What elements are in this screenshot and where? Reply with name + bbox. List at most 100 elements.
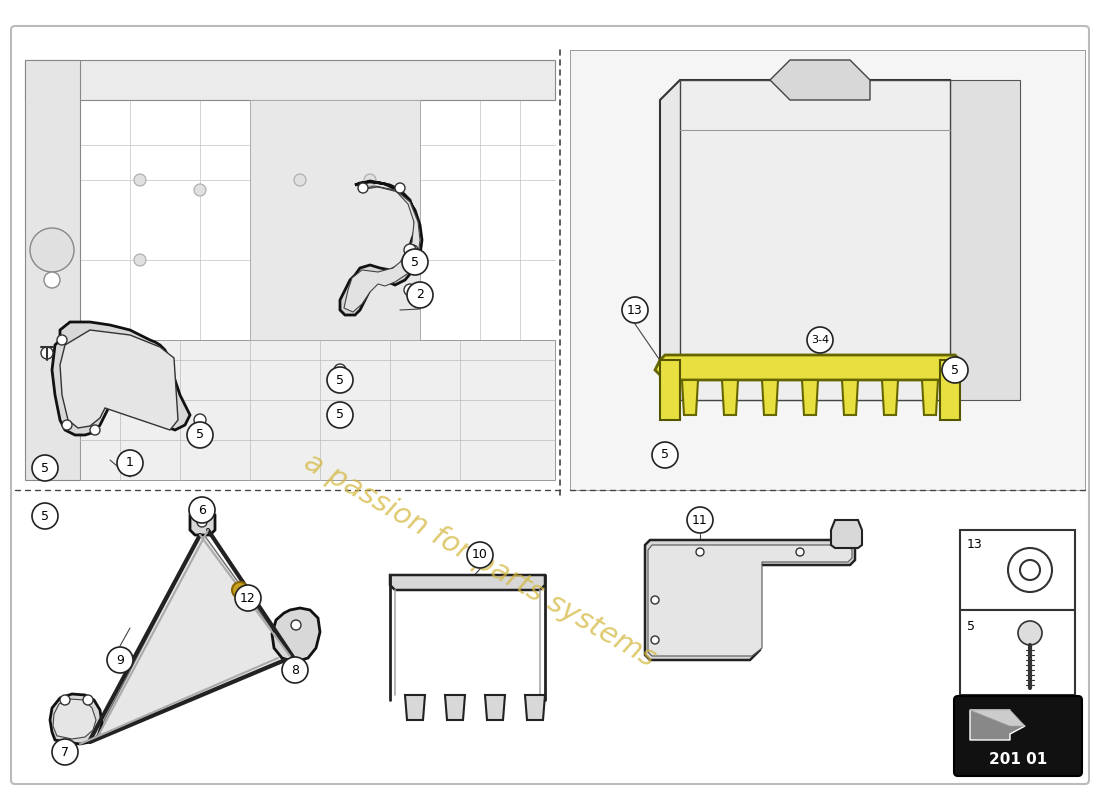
Polygon shape	[25, 60, 80, 480]
Circle shape	[189, 497, 214, 523]
FancyBboxPatch shape	[11, 26, 1089, 784]
Circle shape	[60, 695, 70, 705]
Polygon shape	[802, 380, 818, 415]
Circle shape	[796, 548, 804, 556]
Text: 1: 1	[126, 457, 134, 470]
Polygon shape	[272, 608, 320, 662]
Circle shape	[32, 503, 58, 529]
Polygon shape	[525, 695, 544, 720]
Circle shape	[232, 582, 248, 598]
Circle shape	[62, 420, 72, 430]
Polygon shape	[940, 360, 960, 420]
Polygon shape	[842, 380, 858, 415]
Polygon shape	[250, 100, 420, 340]
Polygon shape	[682, 380, 698, 415]
Polygon shape	[648, 545, 852, 656]
Circle shape	[651, 636, 659, 644]
Text: 8: 8	[292, 663, 299, 677]
Polygon shape	[390, 575, 544, 590]
Text: 5: 5	[336, 409, 344, 422]
Text: 10: 10	[472, 549, 488, 562]
Circle shape	[942, 357, 968, 383]
Circle shape	[621, 297, 648, 323]
Circle shape	[32, 455, 58, 481]
Circle shape	[90, 425, 100, 435]
Circle shape	[408, 245, 418, 255]
Circle shape	[187, 422, 213, 448]
Text: 3-4: 3-4	[811, 335, 829, 345]
Circle shape	[52, 739, 78, 765]
Circle shape	[327, 367, 353, 393]
Circle shape	[1008, 548, 1052, 592]
Polygon shape	[770, 60, 870, 100]
Circle shape	[194, 414, 206, 426]
Text: 5: 5	[336, 374, 344, 386]
Polygon shape	[762, 380, 778, 415]
Circle shape	[334, 404, 346, 416]
Bar	[960, 610, 1075, 695]
Circle shape	[364, 174, 376, 186]
Text: 2: 2	[416, 289, 424, 302]
Polygon shape	[88, 532, 293, 740]
Circle shape	[468, 542, 493, 568]
Circle shape	[235, 585, 261, 611]
Polygon shape	[80, 340, 556, 480]
Polygon shape	[970, 710, 1025, 726]
Text: 9: 9	[117, 654, 124, 666]
Text: 12: 12	[240, 591, 256, 605]
Circle shape	[358, 183, 368, 193]
Text: 5: 5	[952, 363, 959, 377]
Circle shape	[688, 507, 713, 533]
Polygon shape	[950, 80, 1020, 400]
Polygon shape	[344, 186, 420, 312]
Polygon shape	[680, 80, 950, 400]
Polygon shape	[722, 380, 738, 415]
Circle shape	[696, 548, 704, 556]
Circle shape	[194, 184, 206, 196]
Polygon shape	[485, 695, 505, 720]
Text: 5: 5	[411, 255, 419, 269]
Circle shape	[117, 450, 143, 476]
Polygon shape	[53, 699, 96, 739]
FancyBboxPatch shape	[954, 696, 1082, 776]
Polygon shape	[660, 360, 680, 420]
Circle shape	[1018, 621, 1042, 645]
Bar	[960, 530, 1075, 610]
Text: a passion for parts systems: a passion for parts systems	[299, 447, 661, 673]
Text: 13: 13	[627, 303, 642, 317]
Circle shape	[30, 228, 74, 272]
Circle shape	[134, 254, 146, 266]
Polygon shape	[60, 330, 178, 430]
Circle shape	[407, 282, 433, 308]
Circle shape	[41, 347, 53, 359]
Polygon shape	[50, 694, 102, 744]
Circle shape	[404, 244, 416, 256]
Text: 6: 6	[198, 503, 206, 517]
Circle shape	[402, 249, 428, 275]
Polygon shape	[830, 520, 862, 548]
Text: 11: 11	[692, 514, 708, 526]
Circle shape	[334, 364, 346, 376]
Circle shape	[651, 596, 659, 604]
Circle shape	[652, 442, 678, 468]
Text: 201 01: 201 01	[989, 753, 1047, 767]
Polygon shape	[190, 510, 214, 535]
Circle shape	[57, 335, 67, 345]
Polygon shape	[970, 710, 1025, 740]
Polygon shape	[645, 540, 855, 660]
Polygon shape	[654, 355, 965, 380]
Polygon shape	[446, 695, 465, 720]
Polygon shape	[660, 80, 970, 400]
Polygon shape	[52, 322, 190, 435]
Polygon shape	[340, 181, 422, 315]
Circle shape	[282, 657, 308, 683]
Circle shape	[107, 647, 133, 673]
Polygon shape	[922, 380, 938, 415]
Circle shape	[292, 620, 301, 630]
Polygon shape	[570, 50, 1085, 490]
Circle shape	[197, 517, 207, 527]
Polygon shape	[882, 380, 898, 415]
Circle shape	[327, 402, 353, 428]
Circle shape	[134, 174, 146, 186]
Text: 13: 13	[967, 538, 982, 551]
